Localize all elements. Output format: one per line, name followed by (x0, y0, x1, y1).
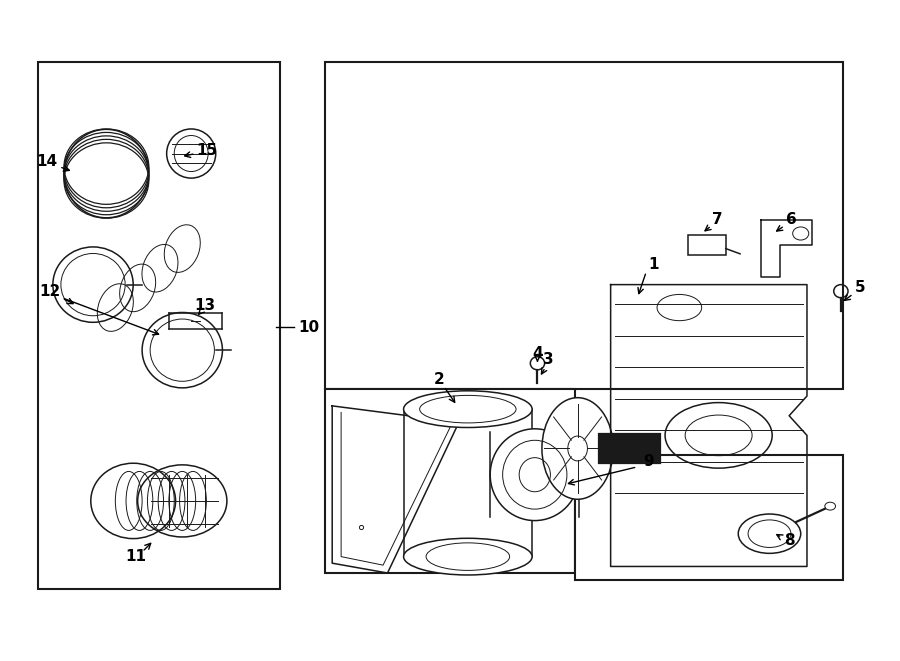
Text: 12: 12 (40, 284, 61, 299)
Text: 11: 11 (125, 549, 147, 564)
Text: 7: 7 (713, 212, 723, 227)
Bar (575, 455, 842, 580)
Text: 15: 15 (197, 143, 218, 158)
Text: 5: 5 (855, 280, 866, 295)
Text: 3: 3 (543, 352, 553, 368)
Ellipse shape (403, 538, 532, 575)
Bar (38, 61, 281, 590)
Ellipse shape (738, 514, 801, 553)
Text: 2: 2 (434, 372, 445, 387)
Ellipse shape (491, 429, 580, 521)
Ellipse shape (166, 129, 216, 178)
Text: 1: 1 (648, 257, 659, 272)
Ellipse shape (142, 313, 222, 388)
Ellipse shape (53, 247, 133, 323)
Text: 9: 9 (643, 454, 653, 469)
Text: 13: 13 (194, 298, 215, 313)
Text: 10: 10 (298, 320, 320, 334)
Ellipse shape (91, 463, 176, 539)
Bar (688, 235, 725, 255)
Ellipse shape (403, 391, 532, 428)
Ellipse shape (542, 398, 613, 499)
Text: 4: 4 (532, 346, 543, 361)
Text: 6: 6 (786, 212, 796, 227)
Bar (325, 389, 575, 573)
Text: 8: 8 (784, 533, 795, 548)
Text: 14: 14 (36, 154, 58, 169)
Bar (325, 61, 842, 389)
Ellipse shape (64, 130, 148, 218)
